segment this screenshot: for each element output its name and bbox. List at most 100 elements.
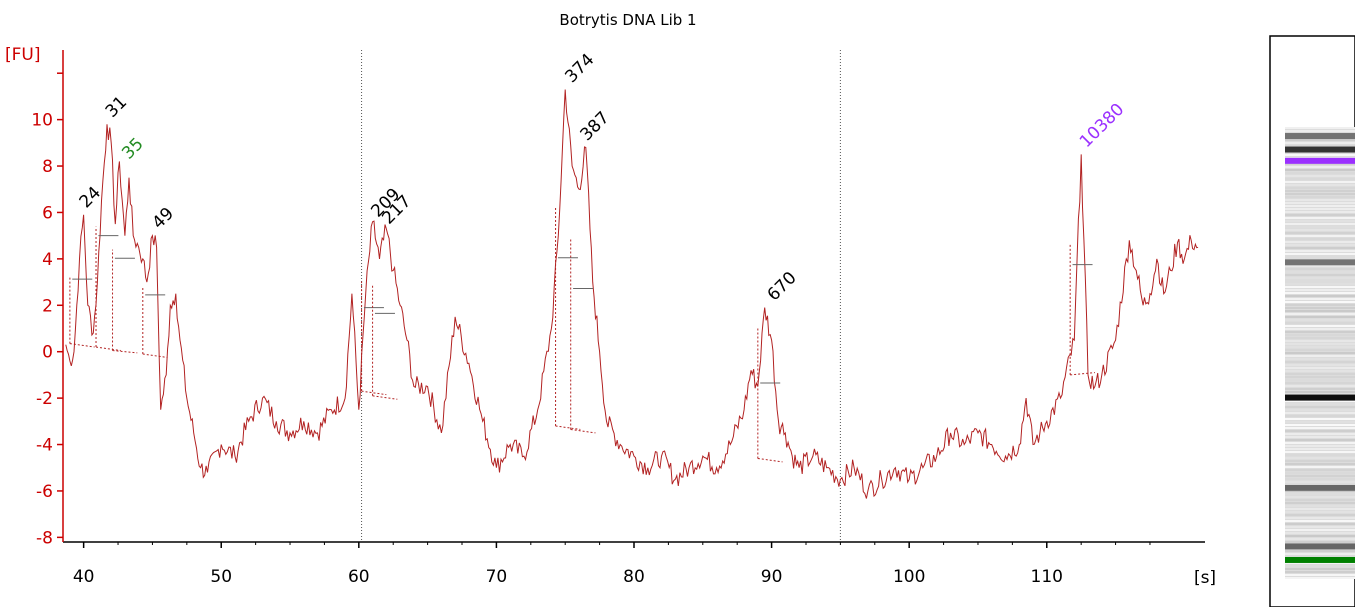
gel-stripe bbox=[1285, 508, 1355, 510]
gel-band bbox=[1285, 157, 1355, 164]
gel-stripe bbox=[1285, 238, 1355, 240]
gel-stripe bbox=[1285, 316, 1355, 318]
peak-label: 670 bbox=[764, 268, 801, 305]
peak-baseline bbox=[372, 395, 398, 400]
gel-stripe bbox=[1285, 223, 1355, 225]
gel-stripe bbox=[1285, 376, 1355, 378]
gel-stripe bbox=[1285, 448, 1355, 450]
gel-stripe bbox=[1285, 139, 1355, 141]
gel-stripe bbox=[1285, 349, 1355, 351]
gel-band bbox=[1285, 484, 1355, 491]
gel-stripe bbox=[1285, 301, 1355, 303]
gel-stripe bbox=[1285, 412, 1355, 414]
y-tick-label: -8 bbox=[36, 528, 53, 548]
gel-stripe bbox=[1285, 130, 1355, 132]
gel-stripe bbox=[1285, 322, 1355, 324]
gel-stripe bbox=[1285, 502, 1355, 504]
gel-stripe bbox=[1285, 385, 1355, 387]
gel-stripe bbox=[1285, 187, 1355, 189]
gel-stripe bbox=[1285, 529, 1355, 531]
gel-stripe bbox=[1285, 400, 1355, 402]
gel-stripe bbox=[1285, 442, 1355, 444]
gel-stripe bbox=[1285, 463, 1355, 465]
gel-stripe bbox=[1285, 298, 1355, 300]
signal-line bbox=[65, 89, 1199, 499]
gel-stripe bbox=[1285, 196, 1355, 198]
gel-stripe bbox=[1285, 433, 1355, 435]
gel-band bbox=[1285, 556, 1355, 563]
gel-stripe bbox=[1285, 202, 1355, 204]
gel-stripe bbox=[1285, 388, 1355, 390]
gel-stripe bbox=[1285, 460, 1355, 462]
peak-label: 35 bbox=[118, 134, 147, 163]
peak-baseline bbox=[112, 350, 138, 354]
gel-stripe bbox=[1285, 208, 1355, 210]
gel-stripe bbox=[1285, 265, 1355, 267]
gel-stripe bbox=[1285, 370, 1355, 372]
gel-stripe bbox=[1285, 421, 1355, 423]
gel-stripe bbox=[1285, 391, 1355, 393]
y-tick-label: -6 bbox=[36, 482, 53, 502]
gel-band bbox=[1285, 133, 1355, 140]
gel-stripe bbox=[1285, 244, 1355, 246]
gel-stripe bbox=[1285, 436, 1355, 438]
gel-stripe bbox=[1285, 451, 1355, 453]
gel-stripe bbox=[1285, 226, 1355, 228]
chart-title: Botrytis DNA Lib 1 bbox=[559, 11, 696, 29]
x-tick-label: 60 bbox=[348, 567, 370, 587]
gel-stripe bbox=[1285, 379, 1355, 381]
gel-stripe bbox=[1285, 184, 1355, 186]
x-tick-label: 70 bbox=[486, 567, 508, 587]
gel-stripe bbox=[1285, 142, 1355, 144]
gel-stripe bbox=[1285, 469, 1355, 471]
gel-stripe bbox=[1285, 526, 1355, 528]
gel-stripe bbox=[1285, 154, 1355, 156]
gel-stripe bbox=[1285, 577, 1355, 579]
gel-stripe bbox=[1285, 532, 1355, 534]
gel-stripe bbox=[1285, 337, 1355, 339]
gel-stripe bbox=[1285, 562, 1355, 564]
gel-stripe bbox=[1285, 340, 1355, 342]
gel-stripe bbox=[1285, 373, 1355, 375]
gel-stripe bbox=[1285, 313, 1355, 315]
gel-stripe bbox=[1285, 415, 1355, 417]
gel-stripe bbox=[1285, 319, 1355, 321]
gel-stripe bbox=[1285, 571, 1355, 573]
gel-stripe bbox=[1285, 364, 1355, 366]
y-tick-label: -4 bbox=[36, 436, 53, 456]
y-axis-label: [FU] bbox=[5, 45, 41, 65]
gel-stripe bbox=[1285, 268, 1355, 270]
gel-stripe bbox=[1285, 274, 1355, 276]
gel-stripe bbox=[1285, 361, 1355, 363]
gel-stripe bbox=[1285, 496, 1355, 498]
peak-baseline bbox=[69, 343, 95, 348]
peak-baseline bbox=[1070, 372, 1095, 376]
gel-stripe bbox=[1285, 478, 1355, 480]
x-tick-label: 90 bbox=[761, 567, 783, 587]
gel-stripe bbox=[1285, 574, 1355, 576]
gel-stripe bbox=[1285, 481, 1355, 483]
gel-stripe bbox=[1285, 358, 1355, 360]
gel-stripe bbox=[1285, 271, 1355, 273]
gel-stripe bbox=[1285, 283, 1355, 285]
gel-stripe bbox=[1285, 382, 1355, 384]
gel-stripe bbox=[1285, 550, 1355, 552]
y-tick-label: 10 bbox=[31, 111, 53, 131]
peak-label: 374 bbox=[561, 50, 598, 87]
gel-stripe bbox=[1285, 565, 1355, 567]
gel-stripe bbox=[1285, 409, 1355, 411]
gel-stripe bbox=[1285, 205, 1355, 207]
gel-stripe bbox=[1285, 535, 1355, 537]
gel-stripe bbox=[1285, 190, 1355, 192]
gel-stripe bbox=[1285, 454, 1355, 456]
peak-label: 31 bbox=[102, 92, 131, 121]
x-axis-label: [s] bbox=[1194, 568, 1216, 588]
gel-stripe bbox=[1285, 166, 1355, 168]
y-tick-label: 6 bbox=[42, 203, 53, 223]
gel-stripe bbox=[1285, 517, 1355, 519]
gel-stripe bbox=[1285, 277, 1355, 279]
gel-image bbox=[1269, 35, 1355, 607]
gel-stripe bbox=[1285, 475, 1355, 477]
peak-baseline bbox=[361, 390, 387, 396]
gel-stripe bbox=[1285, 250, 1355, 252]
